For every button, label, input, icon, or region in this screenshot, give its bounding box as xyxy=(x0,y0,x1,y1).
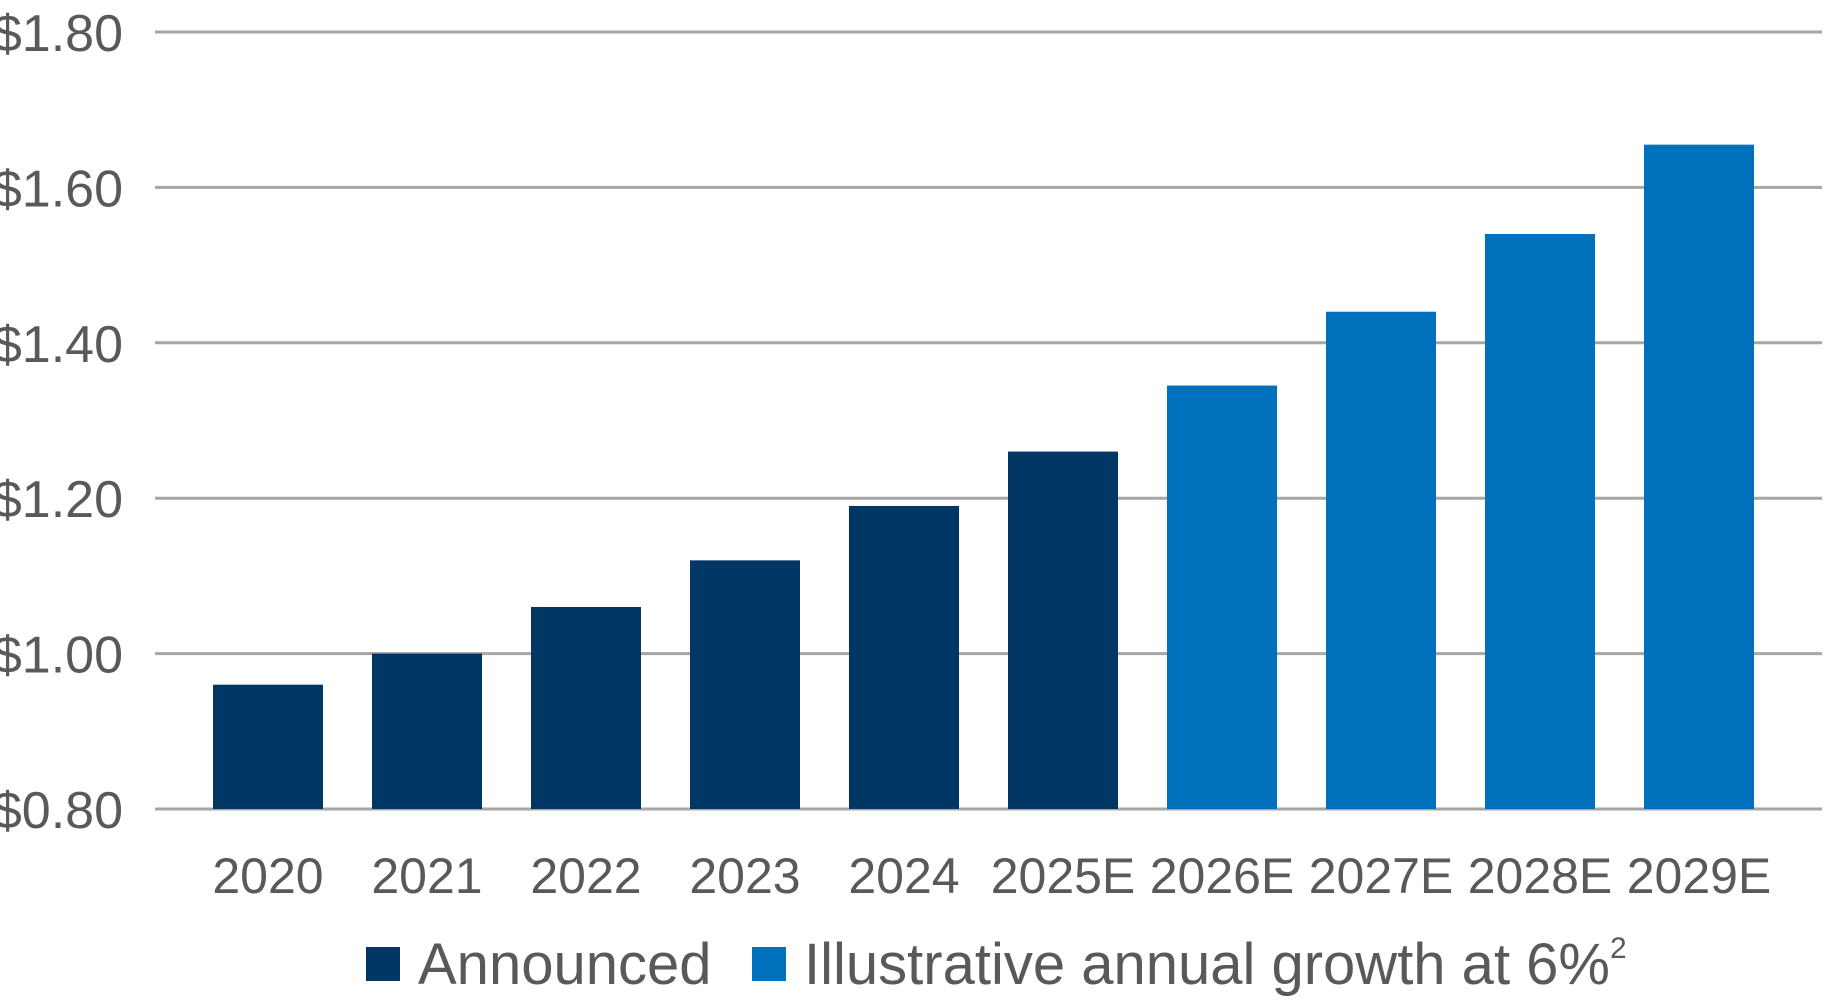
legend-label-announced: Announced xyxy=(418,932,711,997)
legend-swatch-growth xyxy=(752,947,786,981)
legend-item-announced: Announced xyxy=(366,932,711,997)
y-tick-label: $1.40 xyxy=(0,316,123,374)
legend-swatch-announced xyxy=(366,947,400,981)
bar-2027E xyxy=(1326,311,1436,809)
bar-2029E xyxy=(1644,144,1754,810)
x-category-label: 2026E xyxy=(1150,848,1295,904)
legend-label-growth-superscript: 2 xyxy=(1610,932,1627,965)
y-axis-ticks: $0.80 $1.00 $1.20 $1.40 $1.60 $1.80 xyxy=(0,5,123,840)
legend-label-growth: Illustrative annual growth at 6%2 xyxy=(804,932,1627,997)
legend-item-growth: Illustrative annual growth at 6%2 xyxy=(752,932,1627,997)
x-category-label: 2029E xyxy=(1627,848,1772,904)
bar-2021 xyxy=(372,653,482,809)
x-category-label: 2024 xyxy=(848,848,959,904)
bar-2022 xyxy=(531,606,641,809)
y-tick-label: $1.60 xyxy=(0,160,123,218)
x-category-label: 2022 xyxy=(530,848,641,904)
y-tick-label: $1.00 xyxy=(0,627,123,685)
bars xyxy=(213,144,1754,810)
x-category-label: 2021 xyxy=(371,848,482,904)
x-category-label: 2020 xyxy=(212,848,323,904)
y-tick-label: $1.20 xyxy=(0,471,123,529)
x-category-label: 2023 xyxy=(689,848,800,904)
legend-label-growth-text: Illustrative annual growth at 6% xyxy=(804,932,1610,997)
x-category-label: 2027E xyxy=(1309,848,1454,904)
x-category-label: 2028E xyxy=(1468,848,1613,904)
bar-2023 xyxy=(690,560,800,809)
y-tick-label: $1.80 xyxy=(0,5,123,63)
bar-2026E xyxy=(1167,385,1277,809)
bar-2020 xyxy=(213,684,323,809)
bar-2024 xyxy=(849,505,959,809)
y-tick-label: $0.80 xyxy=(0,782,123,840)
legend: Announced Illustrative annual growth at … xyxy=(366,932,1627,997)
bar-2028E xyxy=(1485,234,1595,809)
x-category-label: 2025E xyxy=(991,848,1136,904)
x-axis-categories: 2020 2021 2022 2023 2024 2025E 2026E 2027E 2028E… xyxy=(212,848,1771,904)
bar-2025E xyxy=(1008,451,1118,809)
